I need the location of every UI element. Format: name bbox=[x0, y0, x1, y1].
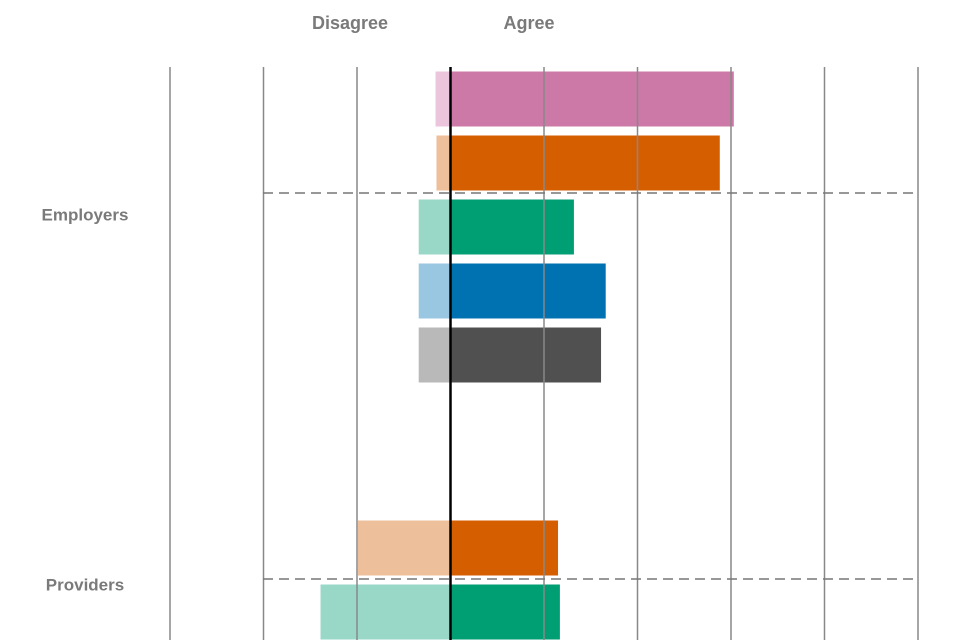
bar bbox=[418, 263, 451, 319]
group-label: Providers bbox=[46, 575, 124, 594]
bar bbox=[436, 135, 451, 191]
bar bbox=[450, 71, 734, 127]
bar bbox=[450, 135, 720, 191]
bar bbox=[450, 263, 606, 319]
column-label: Agree bbox=[503, 13, 554, 33]
bar bbox=[450, 520, 559, 576]
group-label: Employers bbox=[42, 205, 129, 224]
bar bbox=[450, 199, 574, 255]
bar bbox=[435, 71, 451, 127]
bar bbox=[450, 327, 602, 383]
bar bbox=[418, 327, 451, 383]
bar bbox=[418, 199, 451, 255]
bar bbox=[450, 584, 560, 640]
bar bbox=[357, 520, 451, 576]
column-label: Disagree bbox=[312, 13, 388, 33]
bar bbox=[320, 584, 451, 640]
